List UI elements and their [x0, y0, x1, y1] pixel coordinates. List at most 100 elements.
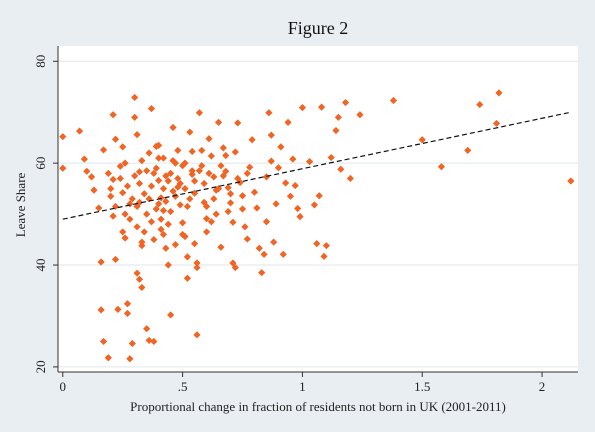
- data-point: [128, 339, 136, 348]
- data-point: [222, 151, 230, 160]
- data-point: [109, 175, 117, 184]
- data-point: [143, 325, 151, 333]
- fit-line-group: [62, 111, 571, 220]
- data-point: [147, 218, 156, 226]
- data-point: [219, 172, 227, 180]
- data-point: [116, 174, 124, 183]
- data-point: [262, 218, 271, 226]
- data-point: [164, 220, 172, 228]
- data-point: [291, 181, 299, 190]
- data-point: [123, 182, 132, 190]
- data-point: [202, 202, 211, 211]
- y-tick-label-3: 80: [33, 55, 48, 68]
- data-point: [317, 103, 326, 111]
- data-point: [186, 128, 194, 136]
- data-point: [495, 89, 503, 97]
- data-point: [198, 162, 206, 170]
- data-point: [202, 215, 211, 223]
- data-point: [179, 219, 187, 227]
- data-point: [159, 230, 168, 239]
- data-point: [174, 174, 182, 183]
- data-point: [277, 143, 285, 151]
- data-point: [157, 194, 165, 202]
- data-point: [87, 173, 96, 181]
- data-point: [306, 158, 314, 166]
- data-point: [171, 192, 180, 200]
- data-point: [155, 154, 163, 162]
- data-point: [133, 269, 141, 277]
- data-point: [97, 306, 105, 314]
- data-point: [214, 185, 223, 193]
- plot-area: [58, 46, 578, 372]
- data-point: [322, 242, 330, 250]
- x-tick-label-1: .5: [178, 379, 188, 394]
- data-point: [267, 131, 275, 139]
- data-point: [294, 204, 302, 213]
- data-point: [133, 223, 141, 231]
- data-point: [131, 113, 139, 121]
- data-point: [186, 195, 194, 203]
- data-point: [210, 195, 218, 203]
- data-point: [138, 157, 146, 165]
- data-point: [157, 215, 165, 223]
- data-point: [169, 157, 177, 165]
- data-point: [207, 218, 215, 226]
- data-point: [193, 259, 201, 267]
- x-tick-label-0: 0: [60, 379, 67, 394]
- data-point: [181, 185, 189, 193]
- data-point: [75, 127, 84, 135]
- data-point: [286, 192, 295, 200]
- data-point: [250, 188, 259, 196]
- data-point: [143, 210, 151, 218]
- data-point: [138, 283, 146, 292]
- data-point: [320, 252, 328, 260]
- data-point: [155, 141, 163, 149]
- data-point: [183, 253, 192, 261]
- data-point: [226, 199, 235, 207]
- data-point: [214, 118, 223, 127]
- data-point: [83, 167, 91, 175]
- data-point: [111, 255, 120, 264]
- data-point: [205, 169, 213, 177]
- data-point: [157, 225, 165, 233]
- data-point: [282, 179, 290, 187]
- data-point: [205, 135, 213, 143]
- y-tick-label-2: 60: [33, 157, 48, 170]
- data-point: [135, 179, 144, 188]
- data-point: [418, 136, 426, 144]
- data-point: [126, 215, 134, 223]
- data-point: [270, 238, 278, 246]
- data-point: [116, 162, 124, 170]
- data-point: [107, 192, 115, 200]
- data-point: [272, 200, 280, 208]
- data-point: [159, 154, 168, 162]
- data-point: [135, 275, 144, 283]
- data-point: [145, 336, 153, 345]
- data-point: [97, 258, 105, 266]
- data-point: [119, 189, 127, 197]
- data-point: [164, 261, 172, 269]
- x-tick-label-2: 1: [299, 379, 306, 394]
- data-point: [133, 131, 141, 139]
- data-point: [121, 210, 129, 218]
- data-point: [174, 146, 182, 155]
- data-point: [334, 113, 342, 121]
- data-point: [150, 235, 158, 244]
- data-point: [190, 240, 199, 248]
- data-point: [150, 169, 158, 177]
- data-point: [346, 174, 354, 183]
- data-point: [389, 96, 398, 105]
- data-point: [195, 167, 203, 175]
- data-point: [231, 148, 239, 156]
- data-point: [176, 201, 184, 209]
- data-point: [155, 176, 163, 185]
- data-point: [104, 354, 112, 362]
- data-point: [356, 111, 364, 119]
- data-point: [109, 111, 117, 119]
- data-point: [217, 162, 225, 170]
- data-point: [145, 149, 153, 157]
- data-point: [59, 164, 67, 172]
- data-point: [241, 223, 249, 231]
- x-tick-label-4: 2: [539, 379, 546, 394]
